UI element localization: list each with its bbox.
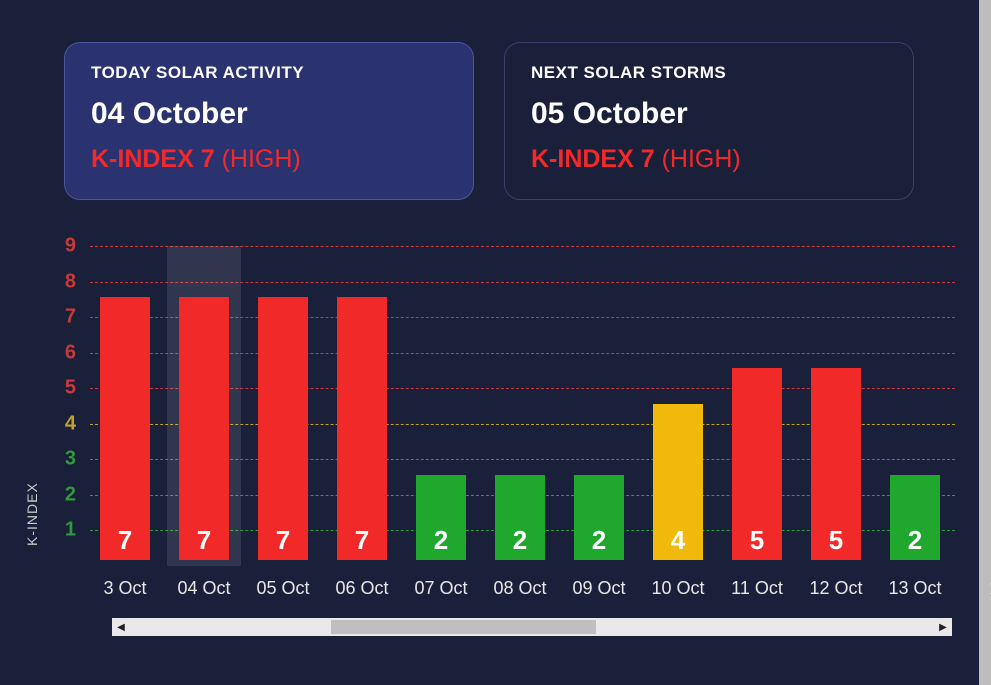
chart-bar[interactable]: 5 [732, 368, 782, 560]
card-today[interactable]: TODAY SOLAR ACTIVITY 04 October K-INDEX … [64, 42, 474, 200]
x-tick-label: 08 Oct [493, 578, 546, 599]
card-next[interactable]: NEXT SOLAR STORMS 05 October K-INDEX 7 (… [504, 42, 914, 200]
chart-scrollbar[interactable]: ◀ ▶ [112, 618, 952, 636]
scroll-thumb[interactable] [331, 620, 596, 634]
card-today-kvalue: K-INDEX 7 [91, 145, 215, 173]
chart-bar[interactable]: 4 [653, 404, 703, 560]
y-tick: 6 [58, 341, 76, 364]
x-tick-label: 13 Oct [888, 578, 941, 599]
y-tick: 9 [58, 235, 76, 258]
bar-value-label: 2 [890, 525, 940, 556]
card-next-klevel: (HIGH) [662, 145, 741, 173]
bar-value-label: 7 [337, 525, 387, 556]
x-tick-label: 06 Oct [335, 578, 388, 599]
scroll-right-button[interactable]: ▶ [934, 618, 952, 636]
bar-value-label: 5 [732, 525, 782, 556]
page-root: TODAY SOLAR ACTIVITY 04 October K-INDEX … [0, 0, 991, 685]
chart-bar[interactable]: 2 [890, 475, 940, 560]
summary-cards: TODAY SOLAR ACTIVITY 04 October K-INDEX … [64, 42, 914, 200]
bar-value-label: 4 [653, 525, 703, 556]
card-today-kline: K-INDEX 7 (HIGH) [91, 145, 447, 174]
bar-value-label: 2 [416, 525, 466, 556]
y-tick: 5 [58, 377, 76, 400]
y-axis-label: K-INDEX [24, 482, 40, 546]
chart-bar[interactable]: 5 [811, 368, 861, 560]
x-tick-label: 07 Oct [414, 578, 467, 599]
y-tick: 3 [58, 448, 76, 471]
chart-bar[interactable]: 2 [574, 475, 624, 560]
bar-value-label: 7 [179, 525, 229, 556]
chart-bar[interactable]: 2 [495, 475, 545, 560]
card-today-klevel: (HIGH) [222, 145, 301, 173]
chart-bar[interactable]: 7 [337, 297, 387, 560]
chart-bar[interactable]: 7 [179, 297, 229, 560]
card-next-label: NEXT SOLAR STORMS [531, 63, 887, 83]
bar-value-label: 5 [811, 525, 861, 556]
y-tick: 1 [58, 519, 76, 542]
y-tick: 7 [58, 306, 76, 329]
x-tick-label: 09 Oct [572, 578, 625, 599]
x-tick-label: 05 Oct [256, 578, 309, 599]
k-index-chart: K-INDEX 123456789 77772224552 3 Oct04 Oc… [50, 246, 955, 616]
x-tick-label: 11 Oct [731, 578, 783, 599]
card-next-date: 05 October [531, 97, 887, 131]
chart-bar[interactable]: 7 [100, 297, 150, 560]
card-next-kvalue: K-INDEX 7 [531, 145, 655, 173]
x-tick-label: 10 Oct [651, 578, 704, 599]
card-today-date: 04 October [91, 97, 447, 131]
bar-value-label: 2 [495, 525, 545, 556]
chart-bar[interactable]: 2 [416, 475, 466, 560]
y-tick: 4 [58, 412, 76, 435]
card-next-kline: K-INDEX 7 (HIGH) [531, 145, 887, 174]
scroll-track[interactable] [130, 618, 934, 636]
x-tick-label: 12 Oct [809, 578, 862, 599]
y-tick: 8 [58, 270, 76, 293]
bar-value-label: 7 [258, 525, 308, 556]
bar-value-label: 2 [574, 525, 624, 556]
x-tick-label: 3 Oct [103, 578, 146, 599]
chart-bar[interactable]: 7 [258, 297, 308, 560]
chart-plot-area: 77772224552 [90, 246, 955, 566]
x-tick-label: 04 Oct [177, 578, 230, 599]
card-today-label: TODAY SOLAR ACTIVITY [91, 63, 447, 83]
y-tick: 2 [58, 483, 76, 506]
scroll-left-button[interactable]: ◀ [112, 618, 130, 636]
bar-value-label: 7 [100, 525, 150, 556]
